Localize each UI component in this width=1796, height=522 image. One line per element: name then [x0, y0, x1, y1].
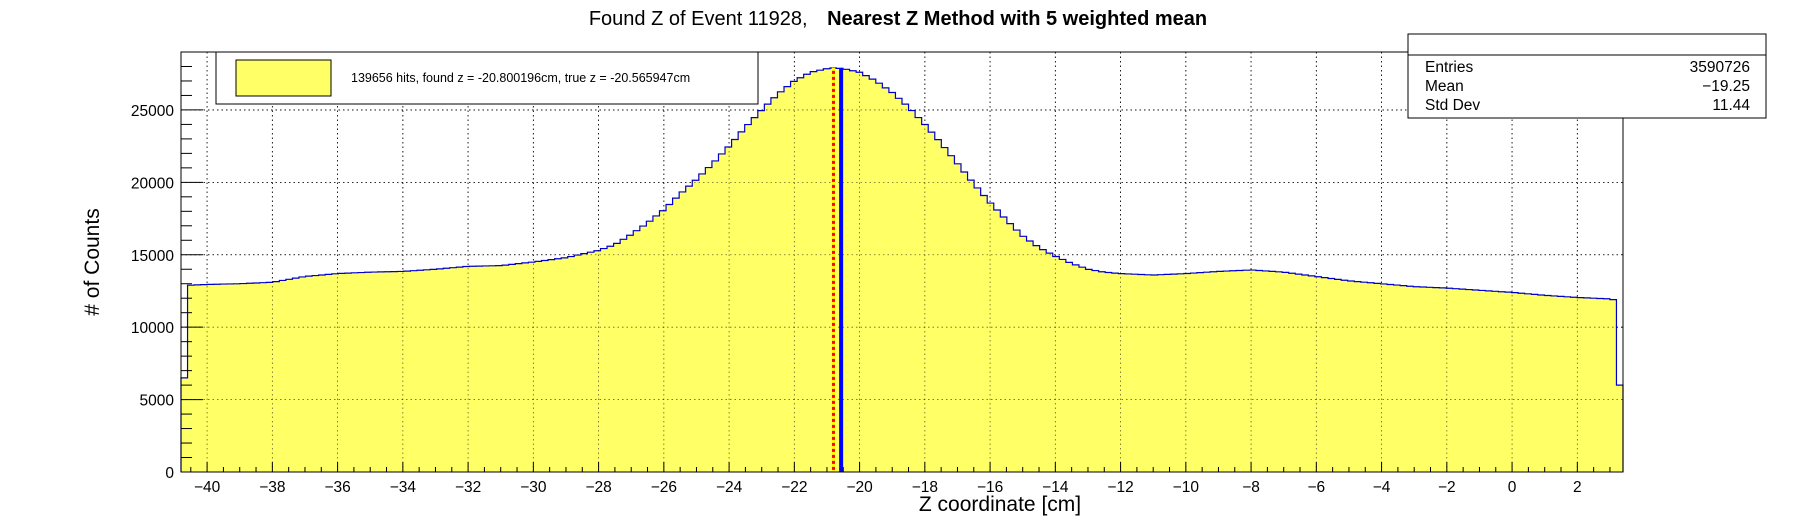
x-tick-label: −22	[781, 479, 807, 496]
x-tick-label: −38	[259, 479, 285, 496]
x-tick-label: −18	[912, 479, 938, 496]
x-tick-label: −14	[1042, 479, 1069, 496]
x-tick-label: −34	[390, 479, 417, 496]
stats-label: Std Dev	[1425, 97, 1480, 114]
x-tick-label: −2	[1438, 479, 1456, 496]
y-axis-ticks: 0 5000 10000 15000 20000 25000	[131, 51, 203, 482]
legend-swatch	[235, 59, 332, 97]
chart-title: Found Z of Event 11928, Nearest Z Method…	[589, 8, 1207, 30]
y-tick-label: 10000	[131, 320, 174, 337]
stats-value: 3590726	[1690, 59, 1750, 76]
y-tick-label: 5000	[140, 393, 175, 410]
x-tick-label: −40	[194, 479, 221, 496]
x-tick-label: −10	[1173, 479, 1200, 496]
chart-title-prefix: Found Z of Event 11928,	[589, 8, 808, 30]
x-tick-label: −26	[651, 479, 677, 496]
x-axis-ticks: −40 −38 −36 −34 −32 −30 −28 −26 −24 −22 −20 −18 −16−…	[190, 462, 1611, 496]
plot-frame	[180, 51, 1624, 473]
x-tick-label: −30	[520, 479, 547, 496]
y-axis-label: # of Counts	[81, 208, 104, 315]
y-tick-label: 20000	[131, 175, 174, 192]
x-tick-label: −28	[585, 479, 611, 496]
x-tick-label: −32	[455, 479, 481, 496]
stats-label: Entries	[1425, 59, 1473, 76]
x-tick-label: −20	[846, 479, 873, 496]
y-tick-label: 0	[165, 465, 174, 482]
x-tick-label: −6	[1307, 479, 1325, 496]
y-tick-label: 15000	[131, 248, 174, 265]
x-tick-label: −4	[1373, 479, 1391, 496]
grid-lines-overlay	[181, 52, 1623, 472]
x-tick-label: −36	[324, 479, 350, 496]
x-tick-label: −24	[716, 479, 743, 496]
stats-label: Mean	[1425, 78, 1464, 95]
x-tick-label: 0	[1508, 479, 1517, 496]
x-tick-label: −16	[977, 479, 1003, 496]
stats-value: 11.44	[1712, 97, 1750, 114]
x-tick-label: −12	[1107, 479, 1133, 496]
legend: 139656 hits, found z = -20.800196cm, tru…	[215, 51, 759, 105]
stats-value: −19.25	[1702, 78, 1750, 95]
x-tick-label: −8	[1242, 479, 1260, 496]
legend-label: 139656 hits, found z = -20.800196cm, tru…	[351, 71, 690, 85]
stats-box-frame	[1407, 33, 1767, 119]
y-tick-label: 25000	[131, 103, 174, 120]
x-tick-label: 2	[1573, 479, 1582, 496]
x-axis-label: Z coordinate [cm]	[919, 493, 1081, 516]
chart-title-bold: Nearest Z Method with 5 weighted mean	[827, 8, 1207, 30]
histogram-fill	[181, 67, 1623, 472]
stats-box: Entries 3590726 Mean −19.25 Std Dev 11.44	[1407, 33, 1767, 119]
histogram-outline	[180, 67, 1624, 472]
